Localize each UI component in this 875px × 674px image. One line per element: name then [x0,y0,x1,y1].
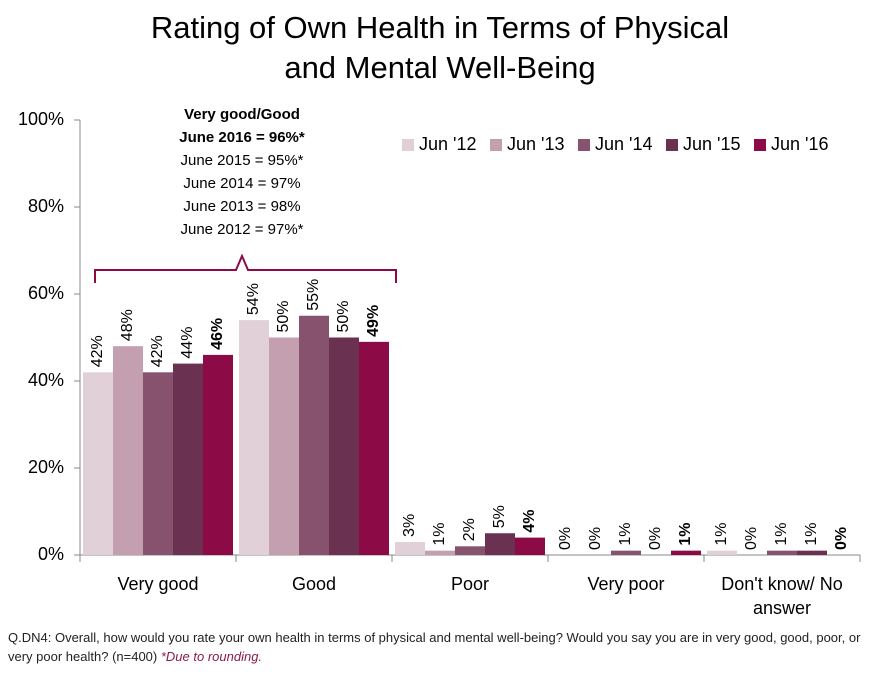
bar [671,550,701,555]
footnote-text: Q.DN4: Overall, how would you rate your … [8,630,861,664]
legend-swatch [402,139,414,151]
value-label: 1% [677,523,694,546]
value-label: 0% [647,527,664,550]
value-label: 0% [557,527,574,550]
annotation: Very good/Good [184,106,300,123]
y-tick-label: 40% [28,370,64,390]
legend-swatch [578,139,590,151]
annotation: June 2015 = 95%* [180,152,303,169]
value-label: 4% [521,509,538,532]
value-label: 1% [773,523,790,546]
legend-label: Jun '13 [507,134,564,154]
bar [611,550,641,555]
y-tick-label: 0% [38,544,64,564]
x-tick-label: Don't know/ No answer [721,574,843,618]
y-tick-label: 80% [28,196,64,216]
value-label: 50% [335,300,352,332]
annotation: June 2013 = 98% [183,198,300,215]
bracket [94,253,397,283]
legend-label: Jun '12 [419,134,476,154]
bar [269,337,299,555]
legend-swatch [666,139,678,151]
bar [143,372,173,555]
value-label: 0% [587,527,604,550]
annotation: June 2012 = 97%* [180,221,303,238]
chart-title: Rating of Own Health in Terms of Physica… [151,10,729,45]
bar [797,550,827,555]
value-label: 48% [119,309,136,341]
annotation: June 2014 = 97% [183,175,300,192]
bar [425,550,455,555]
value-label: 1% [431,523,448,546]
value-label: 0% [833,527,850,550]
value-label: 42% [89,335,106,367]
annotation: June 2016 = 96%* [179,129,305,146]
note: *Due to rounding. [160,649,263,664]
x-tick-label: Good [291,574,337,594]
value-label: 54% [245,283,262,315]
legend-label: Jun '15 [683,134,740,154]
value-label: 0% [743,527,760,550]
value-label: 3% [401,514,418,537]
bar [485,533,515,555]
bar [395,541,425,555]
bar [299,315,329,555]
x-tick-label: Very poor [587,574,665,594]
bar [329,337,359,555]
legend-label: Jun '14 [595,134,652,154]
value-label: 46% [209,318,226,350]
value-label: 1% [713,523,730,546]
bar [359,341,389,555]
value-label: 2% [461,518,478,541]
bar [239,320,269,555]
bar [203,354,233,555]
y-tick-label: 100% [18,109,64,129]
footnote: Q.DN4: Overall, how would you rate your … [8,628,868,666]
value-label: 55% [305,279,322,311]
x-tick-label: Poor [450,574,490,594]
value-label: 44% [179,327,196,359]
value-label: 50% [275,300,292,332]
value-label: 49% [365,305,382,337]
value-label: 42% [149,335,166,367]
bar [767,550,797,555]
bar [83,372,113,555]
y-tick-label: 20% [28,457,64,477]
legend-swatch [490,139,502,151]
chart-title: and Mental Well-Being [284,50,595,85]
legend-label: Jun '16 [771,134,828,154]
bar [113,346,143,555]
value-label: 1% [803,523,820,546]
bar [173,363,203,555]
bar [515,537,545,555]
legend-swatch [754,139,766,151]
x-tick-label: Very good [117,574,199,594]
value-label: 5% [491,505,508,528]
value-label: 1% [617,523,634,546]
bar [707,550,737,555]
bar [455,546,485,555]
y-tick-label: 60% [28,283,64,303]
